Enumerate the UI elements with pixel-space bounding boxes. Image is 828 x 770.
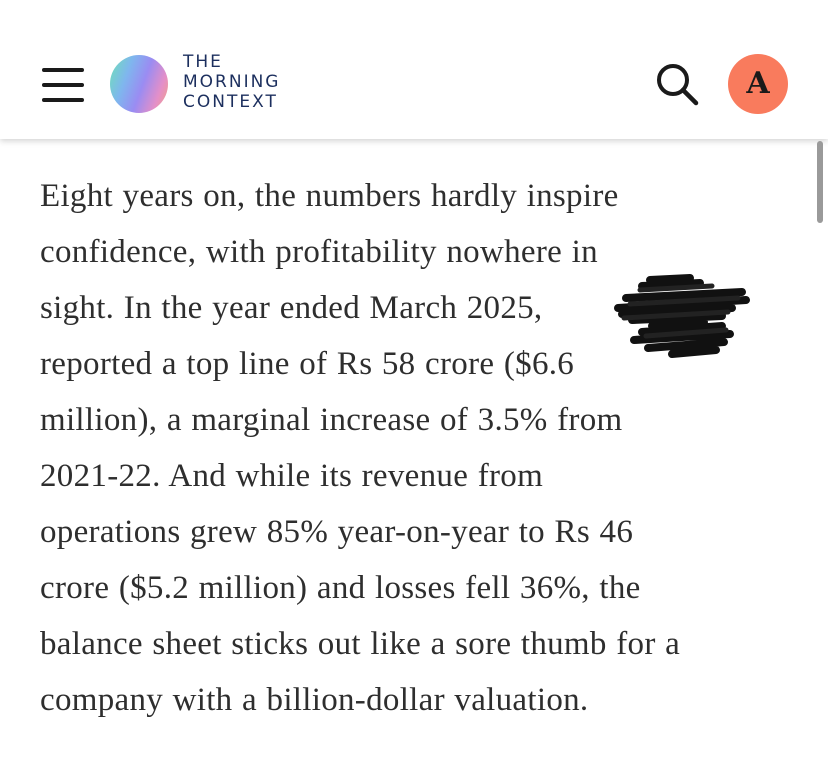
article-line-6: 2021-22. And while its revenue from: [40, 458, 544, 494]
menu-bar-middle: [42, 83, 84, 87]
search-icon: [657, 64, 699, 106]
article-line-2: confidence, with profitability nowhere i…: [40, 234, 598, 270]
article-line-5: million), a marginal increase of 3.5% fr…: [40, 402, 623, 438]
article-line-1: Eight years on, the numbers hardly inspi…: [40, 178, 619, 214]
logo-orb-icon[interactable]: [110, 55, 168, 113]
article-line-10: company with a billion-dollar valuation.: [40, 682, 589, 718]
scrollbar-thumb[interactable]: [817, 141, 823, 223]
menu-bar-bottom: [42, 98, 84, 102]
site-logo-wordmark[interactable]: THE MORNING CONTEXT: [183, 52, 280, 112]
article-line-4: reported a top line of Rs 58 crore ($6.6: [40, 346, 575, 382]
site-header: THE MORNING CONTEXT A: [0, 0, 828, 139]
article-line-9: balance sheet sticks out like a sore thu…: [40, 626, 681, 662]
redaction-scribble: [614, 274, 750, 358]
article-line-7: operations grew 85% year-on-year to Rs 4…: [40, 514, 634, 550]
search-button[interactable]: [652, 60, 702, 110]
article-line-3: sight. In the year ended March 2025,: [40, 290, 543, 326]
logo-line-2: MORNING: [183, 72, 281, 92]
article-paragraph: Eight years on, the numbers hardly inspi…: [40, 168, 800, 728]
hamburger-menu-button[interactable]: [42, 68, 84, 102]
user-avatar[interactable]: A: [728, 54, 788, 114]
logo-line-3: CONTEXT: [183, 92, 278, 112]
article-line-8: crore ($5.2 million) and losses fell 36%…: [40, 570, 641, 606]
logo-line-1: THE: [183, 52, 223, 72]
menu-bar-top: [42, 68, 84, 72]
article-body: Eight years on, the numbers hardly inspi…: [40, 168, 800, 728]
